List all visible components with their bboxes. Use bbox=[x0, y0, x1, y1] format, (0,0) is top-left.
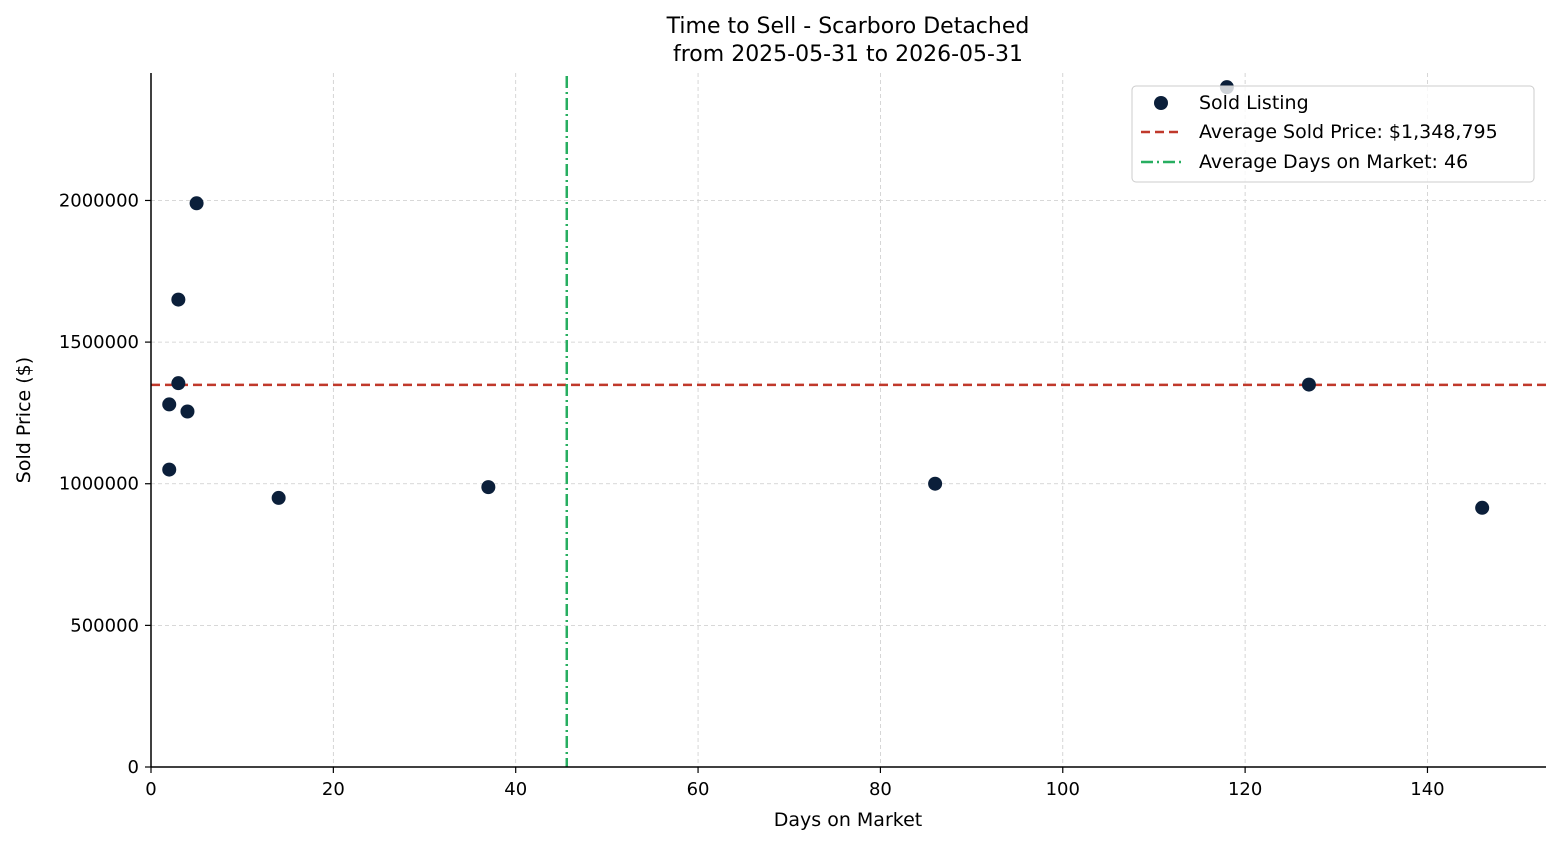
x-tick-label: 80 bbox=[869, 779, 892, 800]
x-tick-label: 60 bbox=[687, 779, 710, 800]
chart-title: Time to Sell - Scarboro Detached bbox=[666, 14, 1030, 39]
data-point bbox=[180, 404, 195, 419]
data-point bbox=[928, 476, 943, 491]
data-points bbox=[162, 80, 1490, 515]
grid bbox=[151, 73, 1546, 767]
data-point bbox=[171, 292, 186, 307]
x-tick-label: 20 bbox=[322, 779, 345, 800]
x-tick-label: 120 bbox=[1228, 779, 1262, 800]
y-tick-label: 1000000 bbox=[59, 474, 139, 495]
legend-marker-sold bbox=[1154, 96, 1168, 110]
x-tick-label: 140 bbox=[1410, 779, 1444, 800]
y-tick-label: 1500000 bbox=[59, 332, 139, 353]
data-point bbox=[171, 376, 186, 391]
legend: Sold Listing Average Sold Price: $1,348,… bbox=[1131, 85, 1535, 183]
legend-label-avg-days: Average Days on Market: 46 bbox=[1199, 151, 1468, 173]
data-point bbox=[189, 196, 204, 211]
y-axis-label: Sold Price ($) bbox=[13, 357, 35, 483]
x-tick-label: 40 bbox=[504, 779, 527, 800]
x-axis-label: Days on Market bbox=[774, 809, 922, 831]
x-tick-label: 100 bbox=[1046, 779, 1080, 800]
data-point bbox=[481, 480, 496, 495]
chart-subtitle: from 2025-05-31 to 2026-05-31 bbox=[673, 42, 1023, 67]
legend-label-avg-price: Average Sold Price: $1,348,795 bbox=[1199, 121, 1498, 143]
legend-label-sold: Sold Listing bbox=[1199, 92, 1309, 114]
data-point bbox=[162, 397, 177, 412]
data-point bbox=[162, 462, 177, 477]
y-tick-label: 2000000 bbox=[59, 190, 139, 211]
y-tick-label: 0 bbox=[128, 757, 139, 778]
legend-box bbox=[1131, 85, 1535, 183]
x-tick-label: 0 bbox=[145, 779, 156, 800]
data-point bbox=[1475, 500, 1490, 515]
data-point bbox=[1301, 377, 1316, 392]
data-point bbox=[271, 490, 286, 505]
axis-ticks: 0 20 40 60 80 100 120 140 0 500000 1000000 1500000 2… bbox=[59, 190, 1445, 800]
y-tick-label: 500000 bbox=[70, 615, 139, 636]
